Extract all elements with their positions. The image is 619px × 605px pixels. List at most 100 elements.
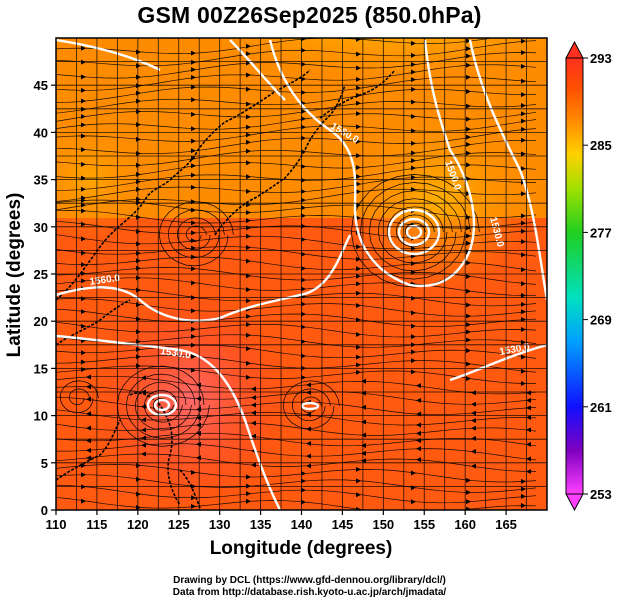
streamline-arrow [466, 150, 471, 156]
streamline-arrow [246, 124, 251, 130]
streamline-arrow [356, 256, 361, 262]
x-axis-label: Longitude (degrees) [210, 538, 393, 559]
streamline-arrow [136, 302, 141, 308]
streamline-arrow [141, 417, 146, 423]
colorbar-tick-label: 269 [590, 313, 612, 328]
streamline-arrow [136, 462, 141, 468]
streamline-arrow [521, 38, 526, 44]
streamline-arrow [526, 415, 531, 421]
streamline-arrow [191, 353, 196, 359]
streamline-arrow [521, 281, 526, 287]
streamline-arrow [81, 484, 86, 490]
streamline-arrow [246, 346, 251, 352]
streamline-arrow [136, 83, 141, 89]
coastlines [56, 69, 396, 509]
streamline-arrow [521, 292, 526, 298]
streamline-arrow [136, 214, 141, 220]
streamline-arrow [81, 262, 86, 268]
colorbar-tick-label: 261 [590, 400, 612, 415]
streamline-arrow [521, 486, 526, 492]
streamline-arrow [246, 188, 251, 194]
streamline-arrow [521, 368, 526, 374]
streamline-arrow [136, 171, 141, 177]
streamline [359, 182, 471, 280]
streamline-arrow [301, 301, 306, 307]
streamline-arrow [136, 196, 141, 202]
streamline-arrow [466, 233, 471, 239]
streamline-arrow [466, 162, 471, 168]
x-tick-label: 130 [209, 517, 231, 532]
streamline-arrow [521, 78, 526, 84]
streamline-arrow [411, 77, 416, 83]
streamline-arrow [466, 288, 471, 294]
streamline-arrow [301, 324, 306, 330]
contour-label: 1530.0 [499, 342, 531, 358]
streamline-arrow [466, 337, 471, 343]
streamline-arrow [466, 322, 471, 328]
streamline-arrow [301, 237, 306, 243]
x-tick-label: 140 [291, 517, 313, 532]
streamline-arrow [356, 165, 361, 171]
streamline-arrow [246, 498, 251, 504]
streamline-arrow [246, 287, 251, 293]
streamline [68, 388, 90, 405]
streamline-arrow [81, 106, 86, 112]
streamline-arrow [81, 87, 86, 93]
streamline-arrow [521, 30, 526, 35]
streamline-arrow [136, 505, 141, 510]
streamline-arrow [521, 111, 526, 117]
streamline-arrow [141, 451, 146, 457]
streamline-arrow [86, 374, 91, 380]
streamline-arrow [81, 278, 86, 284]
streamline-arrow [301, 487, 306, 493]
streamline-arrow [521, 103, 526, 109]
streamline-arrow [466, 62, 471, 68]
streamline-arrow [191, 334, 196, 340]
x-tick-label: 165 [495, 517, 517, 532]
streamline-arrow [191, 111, 196, 117]
streamline-arrow [86, 425, 91, 431]
streamline-arrow [356, 181, 361, 187]
streamline-arrow [246, 233, 251, 239]
colorbar-ticks: 293 285 277 269 261 253 [583, 51, 612, 502]
streamline-arrow [416, 446, 421, 452]
streamline-arrow [466, 260, 471, 266]
credit-line-1: Drawing by DCL (https://www.gfd-dennou.o… [173, 575, 446, 586]
streamline-arrow [191, 50, 196, 56]
streamline-arrow [306, 453, 311, 459]
streamline-arrow [86, 396, 91, 402]
streamline-arrow [191, 184, 196, 190]
x-tick-label: 120 [127, 517, 149, 532]
streamline-arrow [306, 382, 311, 388]
streamline-arrow [356, 76, 361, 82]
streamline-arrow [136, 491, 141, 497]
streamline-arrow [356, 215, 361, 221]
streamline-arrow [356, 290, 361, 296]
streamline-arrow [471, 410, 476, 416]
streamline-arrow [521, 50, 526, 56]
x-tick-label: 115 [86, 517, 107, 532]
streamline-arrow [136, 74, 141, 80]
y-tick-label: 15 [34, 361, 48, 376]
streamline-arrow [471, 448, 476, 454]
streamline-arrow [191, 126, 196, 132]
streamline-arrow [521, 301, 526, 307]
streamline-arrow [356, 281, 361, 287]
streamline-arrow [356, 138, 361, 144]
streamline-arrow [301, 109, 306, 115]
streamline-arrow [416, 397, 421, 403]
streamline-arrow [81, 74, 86, 80]
streamline-arrow [81, 197, 86, 203]
streamline-arrow [466, 103, 471, 109]
streamline-arrow [411, 174, 416, 180]
streamline-arrow [246, 491, 251, 497]
streamline-arrow [301, 339, 306, 345]
streamline-arrow [521, 252, 526, 258]
streamline-arrow [136, 258, 141, 264]
streamline [134, 381, 192, 431]
streamline-arrow [411, 323, 416, 329]
streamline-arrow [136, 200, 141, 206]
streamline-arrow [356, 85, 361, 91]
streamline-arrow [301, 478, 306, 484]
streamline-arrow [466, 116, 471, 122]
